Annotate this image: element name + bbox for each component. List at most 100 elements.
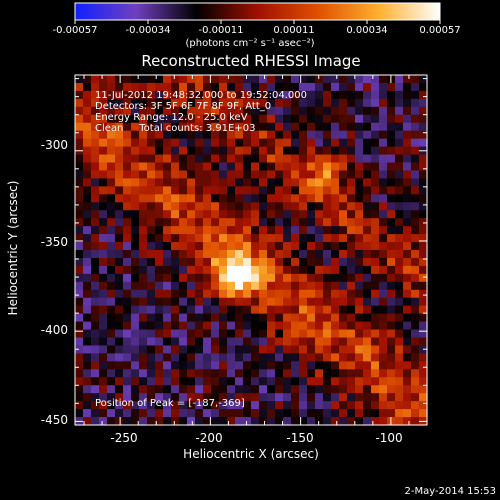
heatmap-cell bbox=[107, 313, 116, 323]
heatmap-cell bbox=[195, 114, 204, 124]
heatmap-cell bbox=[195, 138, 204, 148]
heatmap-cell bbox=[139, 178, 148, 187]
heatmap-cell bbox=[379, 218, 388, 227]
heatmap-cell bbox=[235, 393, 244, 402]
heatmap-cell bbox=[187, 170, 196, 180]
heatmap-cell bbox=[243, 265, 252, 275]
heatmap-cell bbox=[203, 393, 212, 402]
heatmap-cell bbox=[339, 345, 348, 355]
heatmap-cell bbox=[347, 242, 356, 251]
heatmap-cell bbox=[275, 122, 284, 132]
heatmap-cell bbox=[83, 305, 92, 315]
heatmap-cell bbox=[107, 146, 116, 156]
heatmap-cell bbox=[219, 146, 228, 156]
heatmap-cell bbox=[235, 281, 244, 291]
heatmap-cell bbox=[235, 170, 244, 180]
heatmap-cell bbox=[243, 289, 252, 299]
heatmap-cell bbox=[275, 250, 284, 259]
heatmap-cell bbox=[291, 218, 300, 227]
heatmap-cell bbox=[139, 82, 148, 92]
heatmap-cell bbox=[123, 218, 132, 227]
heatmap-cell bbox=[75, 321, 84, 331]
heatmap-cell bbox=[331, 202, 340, 211]
heatmap-cell bbox=[243, 130, 252, 140]
heatmap-cell bbox=[379, 162, 388, 172]
heatmap-cell bbox=[307, 218, 316, 227]
heatmap-cell bbox=[371, 130, 380, 140]
heatmap-cell bbox=[163, 250, 172, 259]
heatmap-cell bbox=[147, 329, 156, 339]
heatmap-cell bbox=[283, 385, 292, 394]
heatmap-cell bbox=[211, 186, 220, 195]
heatmap-cell bbox=[139, 409, 148, 418]
heatmap-cell bbox=[371, 138, 380, 148]
heatmap-cell bbox=[115, 146, 124, 156]
heatmap-cell bbox=[179, 321, 188, 331]
heatmap-cell bbox=[331, 369, 340, 378]
heatmap-cell bbox=[371, 106, 380, 116]
heatmap-cell bbox=[115, 75, 124, 84]
heatmap-cell bbox=[219, 409, 228, 418]
heatmap-cell bbox=[91, 90, 100, 100]
heatmap-cell bbox=[395, 138, 404, 148]
heatmap-cell bbox=[99, 345, 108, 355]
heatmap-cell bbox=[395, 297, 404, 307]
heatmap-cell bbox=[259, 202, 268, 211]
heatmap-cell bbox=[355, 305, 364, 315]
heatmap-cell bbox=[155, 90, 164, 100]
heatmap-cell bbox=[315, 122, 324, 132]
heatmap-cell bbox=[123, 234, 132, 243]
heatmap-cell bbox=[163, 162, 172, 172]
heatmap-cell bbox=[155, 273, 164, 283]
heatmap-cell bbox=[251, 122, 260, 132]
heatmap-cell bbox=[387, 90, 396, 100]
heatmap-cell bbox=[283, 345, 292, 355]
heatmap-cell bbox=[195, 321, 204, 331]
heatmap-cell bbox=[275, 154, 284, 164]
heatmap-cell bbox=[179, 313, 188, 323]
heatmap-cell bbox=[219, 265, 228, 275]
heatmap-cell bbox=[219, 122, 228, 132]
heatmap-cell bbox=[171, 202, 180, 211]
heatmap-cell bbox=[187, 106, 196, 116]
heatmap-cell bbox=[347, 353, 356, 362]
heatmap-cell bbox=[235, 106, 244, 116]
heatmap-cell bbox=[131, 281, 140, 291]
heatmap-cell bbox=[187, 178, 196, 187]
heatmap-cell bbox=[283, 154, 292, 164]
heatmap-cell bbox=[331, 385, 340, 394]
heatmap-cell bbox=[339, 178, 348, 187]
heatmap-cell bbox=[275, 98, 284, 108]
heatmap-cell bbox=[211, 162, 220, 172]
heatmap-cell bbox=[259, 154, 268, 164]
heatmap-cell bbox=[363, 257, 372, 267]
heatmap-cell bbox=[267, 401, 276, 410]
heatmap-cell bbox=[219, 210, 228, 219]
heatmap-cell bbox=[275, 226, 284, 235]
heatmap-cell bbox=[315, 345, 324, 355]
heatmap-cell bbox=[107, 170, 116, 180]
heatmap-cell bbox=[403, 305, 412, 315]
heatmap-cell bbox=[155, 75, 164, 84]
heatmap-cell bbox=[387, 146, 396, 156]
heatmap-cell bbox=[227, 210, 236, 219]
heatmap-cell bbox=[379, 75, 388, 84]
heatmap-cell bbox=[99, 417, 108, 426]
heatmap-cell bbox=[339, 377, 348, 386]
heatmap-cell bbox=[307, 106, 316, 116]
heatmap-cell bbox=[379, 194, 388, 203]
heatmap-cell bbox=[315, 337, 324, 347]
heatmap-cell bbox=[115, 122, 124, 132]
heatmap-cell bbox=[139, 75, 148, 84]
heatmap-cell bbox=[259, 210, 268, 219]
heatmap-cell bbox=[155, 186, 164, 195]
heatmap-cell bbox=[155, 409, 164, 418]
heatmap-cell bbox=[339, 194, 348, 203]
heatmap-cell bbox=[403, 154, 412, 164]
heatmap-cell bbox=[147, 226, 156, 235]
heatmap-cell bbox=[179, 250, 188, 259]
heatmap-cell bbox=[171, 361, 180, 370]
heatmap-cell bbox=[83, 257, 92, 267]
heatmap-cell bbox=[123, 265, 132, 275]
heatmap-cell bbox=[323, 281, 332, 291]
